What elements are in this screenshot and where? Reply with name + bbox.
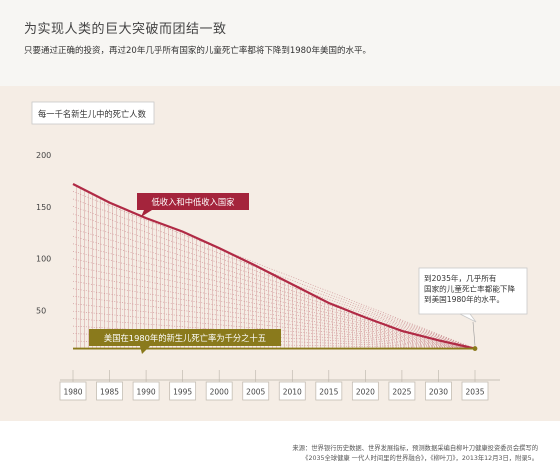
x-tick: 2005 [242,370,270,401]
header: 为实现人类的巨大突破而团结一致 只要通过正确的投资，再过20年几乎所有国家的儿童… [0,0,560,86]
page-subtitle: 只要通过正确的投资，再过20年几乎所有国家的儿童死亡率都将下降到1980年美国的… [24,46,371,56]
x-tick-label: 2005 [246,388,265,397]
x-tick-label: 2015 [319,388,338,397]
x-tick: 2035 [461,370,489,401]
y-tick-label: 100 [36,255,51,264]
annotation-text-line: 到美国1980年的水平。 [424,294,504,304]
x-tick: 2020 [351,370,379,401]
series-label-low-income-text: 低收入和中低收入国家 [152,197,236,207]
source-line-2: 《2035全球健康 一代人时间里的世界融合》，《柳叶刀》，2013年12月3日，… [302,455,538,462]
x-tick: 1995 [169,370,197,401]
x-tick-label: 2020 [356,388,375,397]
x-tick-label: 2030 [429,388,448,397]
end-point [472,346,478,351]
fan-line [72,206,476,349]
x-tick-label: 1985 [100,388,119,397]
x-tick-label: 2010 [283,388,302,397]
page-title: 为实现人类的巨大突破而团结一致 [24,22,227,37]
fan-line [72,221,476,349]
y-axis-title-text: 每一千名新生儿中的死亡人数 [38,109,147,119]
series-label-us-1980: 美国在1980年的新生儿死亡率为千分之十五 [89,329,281,354]
annotation-text-line: 国家的儿童死亡率都能下降 [424,284,516,294]
x-tick-label: 1980 [63,388,82,397]
fan-line [72,273,476,349]
annotation-text-line: 到2035年，几乎所有 [424,273,497,283]
fan-line [72,280,476,349]
footer: 来源：世界银行历史数据、世界发展指标，预测数据采编自柳叶刀健康投资委员会撰写的 … [0,421,560,468]
y-tick-label: 150 [36,203,51,212]
fan-line [72,288,476,349]
fan-line [72,318,476,349]
fan-line [72,265,476,349]
fan-line [72,213,476,349]
x-tick: 1980 [59,370,87,401]
x-tick: 2015 [315,370,343,401]
y-tick-label: 50 [36,306,46,315]
fan-line [72,236,476,349]
fan-line [72,325,476,349]
fan-line [72,191,476,349]
chart: 50 100 150 200 每一千名新生儿中的死亡人数 1980 1985 1990 199… [31,101,528,401]
x-tick-label: 2035 [465,388,484,397]
x-tick-label: 1995 [173,388,192,397]
x-tick: 2030 [425,370,452,401]
series-label-low-income: 低收入和中低收入国家 [137,193,249,217]
x-tick: 1985 [96,370,123,401]
y-axis-title: 每一千名新生儿中的死亡人数 [31,101,155,125]
fan-line [72,243,476,349]
series-line-low-income [72,182,476,350]
x-tick: 2010 [278,370,306,401]
x-tick-label: 2025 [392,388,411,397]
x-tick-label: 2000 [210,388,229,397]
y-tick-label: 200 [36,151,51,160]
x-tick: 2025 [388,370,416,401]
source-line-1: 来源：世界银行历史数据、世界发展指标，预测数据采编自柳叶刀健康投资委员会撰写的 [292,445,538,452]
x-tick-label: 1990 [137,388,156,397]
gap-fill [73,183,475,349]
x-tick: 1990 [132,370,160,401]
series-label-us-1980-text: 美国在1980年的新生儿死亡率为千分之十五 [104,333,266,343]
x-tick: 2000 [205,370,233,401]
